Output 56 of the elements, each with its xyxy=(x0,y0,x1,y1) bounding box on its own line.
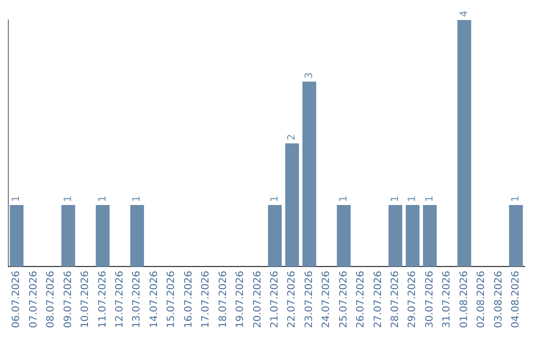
x-tick-label: 29.07.2026 xyxy=(407,270,418,328)
data-label: 1 xyxy=(97,196,108,202)
data-label: 1 xyxy=(132,196,143,202)
bar xyxy=(10,205,24,267)
bar xyxy=(302,82,316,267)
data-label: 1 xyxy=(424,196,436,202)
x-tick-label: 01.08.2026 xyxy=(458,270,470,328)
bar xyxy=(61,205,76,267)
x-tick-label: 06.07.2026 xyxy=(11,270,22,328)
x-tick-label: 17.07.2026 xyxy=(200,270,212,328)
data-label: 4 xyxy=(458,10,470,17)
x-tick-label: 03.08.2026 xyxy=(493,270,504,328)
data-label: 3 xyxy=(304,72,315,79)
data-label: 1 xyxy=(407,196,418,202)
x-tick-label: 27.07.2026 xyxy=(372,270,384,328)
x-tick-label: 07.07.2026 xyxy=(28,270,40,328)
x-tick-label: 23.07.2026 xyxy=(304,270,315,328)
x-tick-label: 11.07.2026 xyxy=(97,270,108,328)
x-tick-label: 18.07.2026 xyxy=(218,270,229,328)
bar xyxy=(336,205,351,267)
data-label: 1 xyxy=(269,196,280,202)
data-label: 2 xyxy=(286,134,298,140)
x-tick-label: 21.07.2026 xyxy=(269,270,280,328)
bar xyxy=(457,20,472,267)
x-tick-label: 02.08.2026 xyxy=(476,270,488,328)
x-tick-label: 12.07.2026 xyxy=(114,270,126,328)
x-tick-label: 15.07.2026 xyxy=(166,270,178,328)
x-tick-label: 14.07.2026 xyxy=(148,270,160,328)
data-label: 1 xyxy=(390,196,401,202)
x-tick-label: 08.07.2026 xyxy=(46,270,57,328)
data-label: 1 xyxy=(338,196,350,202)
x-tick-label: 13.07.2026 xyxy=(132,270,143,328)
x-tick-label: 26.07.2026 xyxy=(356,270,367,328)
x-tick-label: 20.07.2026 xyxy=(252,270,264,328)
x-tick-label: 10.07.2026 xyxy=(80,270,92,328)
x-tick-label: 24.07.2026 xyxy=(321,270,332,328)
bar xyxy=(285,143,299,267)
bar xyxy=(422,205,437,267)
data-label: 1 xyxy=(510,196,522,202)
bar xyxy=(268,205,282,267)
data-label: 1 xyxy=(11,196,22,202)
bar xyxy=(406,205,420,267)
x-tick-label: 19.07.2026 xyxy=(235,270,246,328)
x-tick-label: 28.07.2026 xyxy=(390,270,401,328)
x-tick-label: 30.07.2026 xyxy=(424,270,436,328)
x-tick-label: 22.07.2026 xyxy=(286,270,298,328)
data-label: 1 xyxy=(62,196,74,202)
bar xyxy=(388,205,402,267)
bar xyxy=(96,205,110,267)
x-tick-label: 04.08.2026 xyxy=(510,270,522,328)
x-tick-label: 09.07.2026 xyxy=(62,270,74,328)
bar xyxy=(130,205,144,267)
x-tick-label: 25.07.2026 xyxy=(338,270,350,328)
bar xyxy=(509,205,523,267)
x-tick-label: 16.07.2026 xyxy=(183,270,194,328)
x-tick-label: 31.07.2026 xyxy=(442,270,453,328)
